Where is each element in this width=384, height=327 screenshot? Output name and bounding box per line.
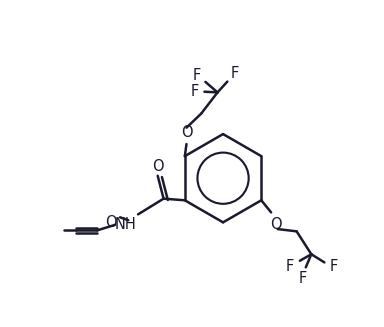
Text: F: F	[231, 66, 239, 81]
Text: F: F	[330, 259, 338, 274]
Text: O: O	[152, 159, 164, 174]
Text: F: F	[190, 84, 199, 99]
Text: F: F	[286, 259, 294, 274]
Text: O: O	[105, 215, 117, 230]
Text: F: F	[193, 68, 201, 83]
Text: O: O	[270, 217, 282, 232]
Text: F: F	[299, 271, 307, 285]
Text: NH: NH	[115, 217, 136, 232]
Text: O: O	[180, 125, 192, 140]
